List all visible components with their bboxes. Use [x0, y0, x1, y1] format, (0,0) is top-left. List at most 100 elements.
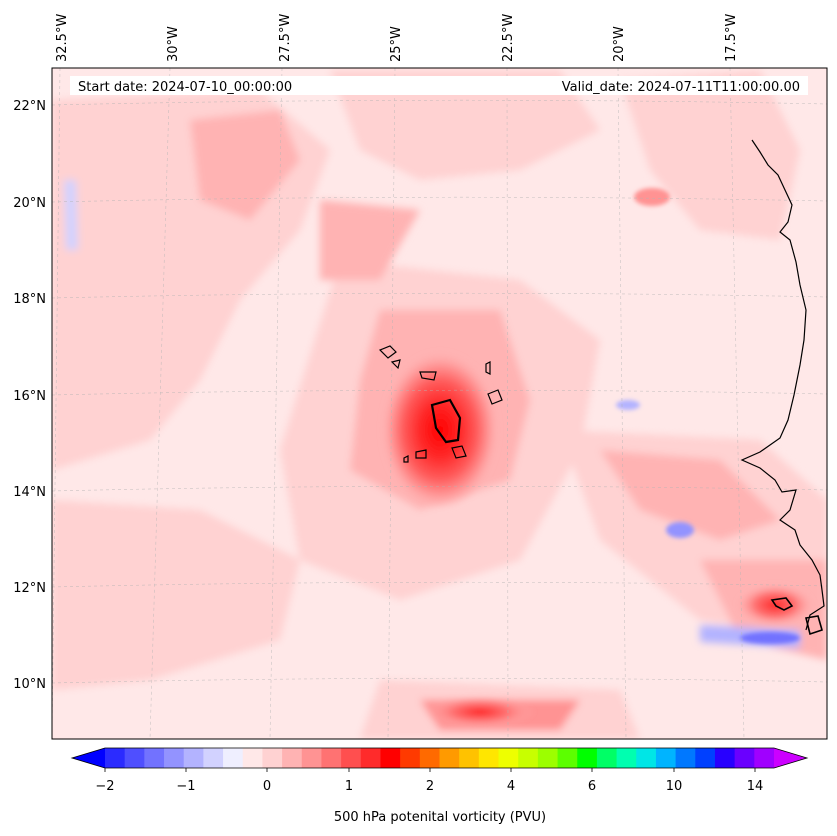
pv-band-north	[330, 70, 600, 180]
latitude-labels: 22°N 20°N 18°N 16°N 14°N 12°N 10°N	[13, 99, 46, 692]
pv-negative-spot-southeast	[740, 632, 800, 644]
colorbar-cell	[655, 748, 677, 768]
colorbar-cell	[341, 748, 362, 768]
bijagos-islands-outline	[770, 597, 823, 636]
colorbar-cell	[695, 748, 716, 768]
cape-verde-island-boa-vista	[487, 389, 503, 405]
gridlines	[52, 68, 827, 739]
gridline-lon-27_5w	[269, 68, 283, 739]
pv-streak-northwest	[190, 110, 300, 220]
colorbar-cell	[636, 748, 657, 768]
colorbar-cell	[124, 748, 145, 768]
info-bar	[70, 76, 808, 95]
colorbar-cell	[459, 748, 480, 768]
pv-spot-north	[634, 188, 670, 206]
colorbar-cell	[380, 748, 401, 768]
colorbar-cell	[675, 748, 696, 768]
lon-label-20w: 20°W	[612, 26, 627, 62]
lon-label-25w: 25°W	[389, 26, 404, 62]
lon-label-27_5w: 27.5°W	[278, 14, 293, 62]
gridline-lon-22_5w	[506, 68, 509, 739]
gridline-lon-25w	[387, 68, 396, 739]
gridline-lat-22n	[52, 99, 827, 106]
cape-verde-island-fogo	[415, 449, 427, 459]
valid-date-label: Valid_date: 2024-07-11T11:00:00.00	[562, 80, 800, 95]
pv-maxima	[380, 188, 815, 728]
lat-label-22n: 22°N	[13, 99, 46, 114]
lat-label-16n: 16°N	[13, 389, 46, 404]
colorbar-cell	[518, 748, 539, 768]
colorbar-cell	[301, 748, 323, 768]
cape-verde-island-santo-antao	[378, 345, 397, 359]
colorbar-label-0: 0	[263, 779, 271, 794]
colorbar-cells	[105, 748, 775, 768]
colorbar-cell	[164, 748, 185, 768]
colorbar-label-14: 14	[747, 779, 764, 794]
colorbar-cell	[439, 748, 460, 768]
colorbar-cell	[419, 748, 441, 768]
pv-cyclone-core	[380, 350, 500, 510]
pv-spot-south	[425, 696, 535, 728]
longitude-labels: 32.5°W 30°W 27.5°W 25°W 22.5°W 20°W 17.5…	[55, 14, 739, 62]
cape-verde-island-sao-vicente	[390, 359, 401, 370]
colorbar-label-10: 10	[666, 779, 683, 794]
colorbar-cell	[714, 748, 736, 768]
gridline-lat-20n	[52, 196, 827, 203]
colorbar-label-4: 4	[507, 779, 515, 794]
pv-negative-spot-center	[616, 400, 640, 410]
colorbar-cell	[183, 748, 204, 768]
colorbar-cell	[105, 748, 126, 768]
lon-label-32_5w: 32.5°W	[55, 14, 70, 62]
gridline-lat-14n	[52, 485, 827, 492]
pv-streak-center	[320, 200, 420, 280]
africa-coastline	[740, 139, 825, 631]
gridline-lat-10n	[52, 677, 827, 684]
colorbar-tick-labels: −2 −1 0 1 2 4 6 10 14	[95, 779, 763, 794]
lon-label-22_5w: 22.5°W	[501, 14, 516, 62]
colorbar-cell	[360, 748, 382, 768]
start-date-label: Start date: 2024-07-10_00:00:00	[78, 80, 292, 95]
colorbar-label-neg2: −2	[95, 779, 114, 794]
gridline-lon-17_5w	[729, 68, 745, 739]
colorbar-cell	[242, 748, 264, 768]
lat-label-14n: 14°N	[13, 485, 46, 500]
pv-field	[52, 68, 827, 739]
cape-verde-island-sao-nicolau	[419, 371, 437, 381]
colorbar-cell	[203, 748, 224, 768]
gridline-lat-16n	[52, 389, 827, 396]
lat-label-10n: 10°N	[13, 677, 46, 692]
gridline-lon-20w	[617, 68, 627, 739]
colorbar-label-2: 2	[426, 779, 434, 794]
colorbar-cell	[321, 748, 342, 768]
cape-verde-island-maio	[451, 445, 467, 459]
coastlines	[378, 139, 825, 636]
colorbar-cell	[616, 748, 637, 768]
colorbar-label-1: 1	[345, 779, 353, 794]
colorbar-cell	[478, 748, 500, 768]
colorbar-cell	[498, 748, 519, 768]
pv-band-east-inner	[600, 450, 780, 540]
colorbar-cell	[754, 748, 775, 768]
cape-verde-island-santiago	[430, 398, 462, 444]
pv-band-southwest	[52, 500, 300, 690]
colorbar-cell	[577, 748, 598, 768]
colorbar-cell	[400, 748, 421, 768]
colorbar-cell	[223, 748, 244, 768]
map-frame	[51, 67, 828, 740]
lon-label-17_5w: 17.5°W	[724, 14, 739, 62]
gridline-lon-32_5w	[52, 68, 61, 739]
colorbar-cell	[262, 748, 283, 768]
colorbar: −2 −1 0 1 2 4 6 10 14 500 hPa potenital …	[70, 747, 809, 825]
lon-label-30w: 30°W	[166, 26, 181, 62]
cape-verde-island-brava	[403, 455, 409, 463]
colorbar-label-neg1: −1	[176, 779, 195, 794]
colorbar-cell	[537, 748, 559, 768]
colorbar-extend-max	[774, 748, 807, 768]
colorbar-ticks	[104, 768, 756, 772]
lat-label-20n: 20°N	[13, 196, 46, 211]
colorbar-cell	[144, 748, 165, 768]
pv-negative-spot-east	[666, 522, 694, 538]
gridline-lat-18n	[52, 292, 827, 299]
colorbar-cell	[734, 748, 755, 768]
colorbar-cell	[557, 748, 578, 768]
